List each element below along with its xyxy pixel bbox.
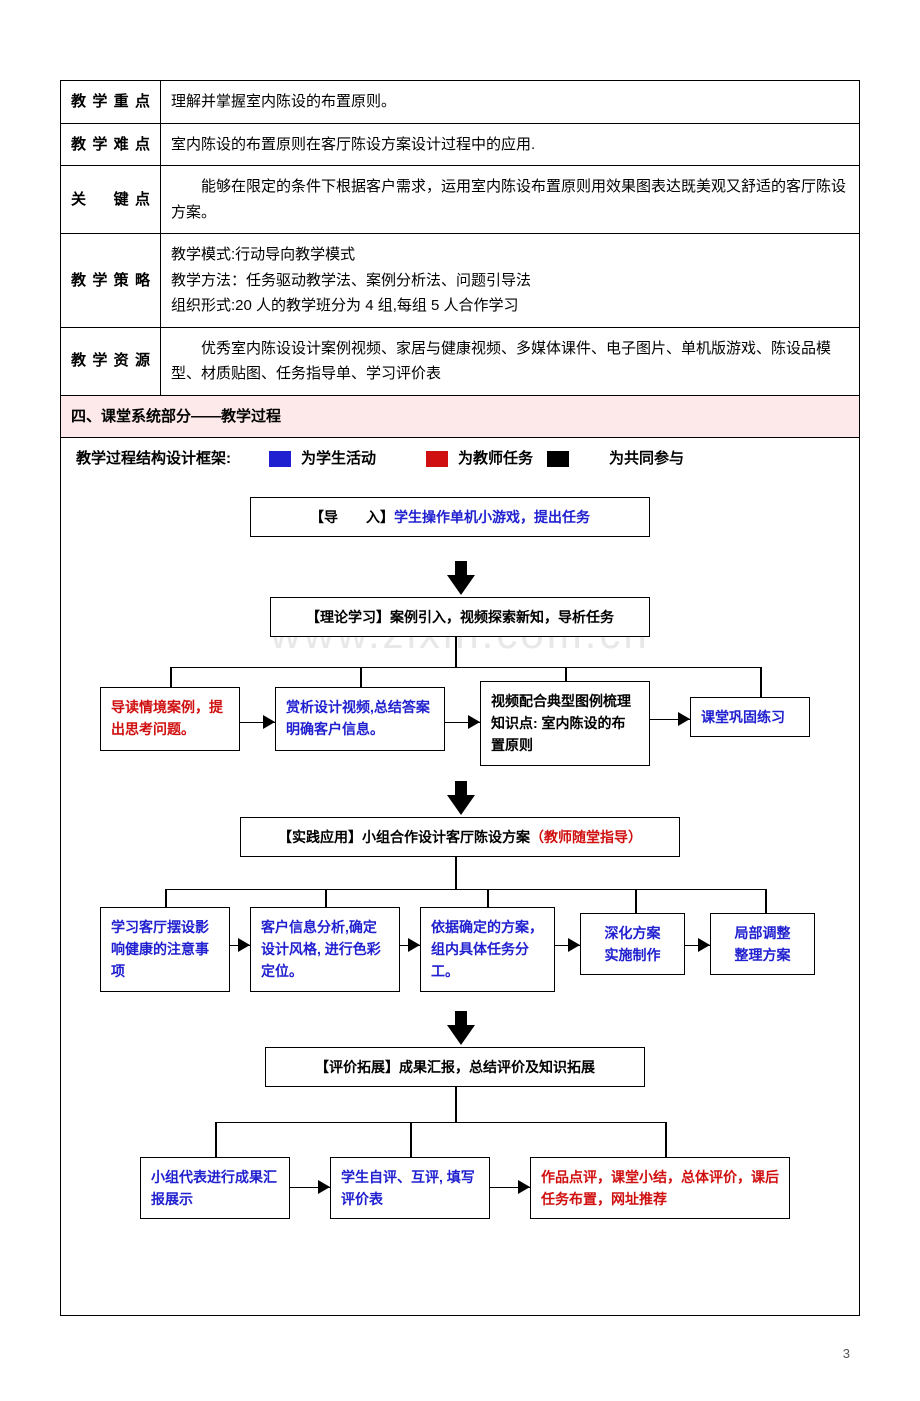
arrow-right-7: [318, 1180, 330, 1194]
arrow-right-0: [263, 715, 275, 729]
arrow-down-2: [447, 1025, 475, 1045]
row-content: 室内陈设的布置原则在客厅陈设方案设计过程中的应用.: [161, 123, 860, 166]
legend-blue-label: 为学生活动: [301, 446, 376, 472]
flow-node-n16: 作品点评，课堂小结，总体评价，课后任务布置，网址推荐: [530, 1157, 790, 1220]
v-line-14: [665, 1122, 667, 1157]
flow-node-n3: 导读情境案例，提出思考问题。: [100, 687, 240, 751]
flow-node-n15: 学生自评、互评, 填写评价表: [330, 1157, 490, 1220]
row-content: 教学模式:行动导向教学模式教学方法：任务驱动教学法、案例分析法、问题引导法组织形…: [161, 234, 860, 328]
v-line-5: [455, 857, 457, 889]
row-label: 关 键点: [61, 166, 161, 234]
flow-node-n4: 赏析设计视频,总结答案明确客户信息。: [275, 687, 445, 751]
v-line-7: [325, 889, 327, 907]
v-line-4: [760, 667, 762, 697]
row-label: 教学重点: [61, 81, 161, 124]
row-content: 优秀室内陈设设计案例视频、家居与健康视频、多媒体课件、电子图片、单机版游戏、陈设…: [161, 327, 860, 395]
flow-node-n8: 学习客厅摆设影响健康的注意事项: [100, 907, 230, 992]
flowchart: 【导 入】学生操作单机小游戏，提出任务【理论学习】案例引入，视频探索新知，导析任…: [80, 497, 840, 1307]
legend-title: 教学过程结构设计框架:: [76, 446, 231, 472]
flow-node-n10: 依据确定的方案，组内具体任务分工。: [420, 907, 555, 992]
section-header: 四、课堂系统部分——教学过程: [61, 395, 860, 438]
legend-black-box: [547, 451, 569, 467]
arrow-right-2: [678, 712, 690, 726]
arrow-down-1: [447, 795, 475, 815]
legend-red-box: [426, 451, 448, 467]
v-line-10: [765, 889, 767, 913]
arrow-right-6: [698, 938, 710, 952]
v-line-1: [170, 667, 172, 687]
legend: 教学过程结构设计框架: 为学生活动 为教师任务 为共同参与: [71, 446, 849, 472]
v-line-13: [410, 1122, 412, 1157]
flow-node-n9: 客户信息分析,确定设计风格, 进行色彩定位。: [250, 907, 400, 992]
flow-node-n12: 局部调整整理方案: [710, 913, 815, 976]
v-line-3: [565, 667, 567, 681]
arrow-right-5: [568, 938, 580, 952]
h-line-9: [215, 1122, 665, 1124]
flow-node-n5: 视频配合典型图例梳理知识点: 室内陈设的布置原则: [480, 681, 650, 766]
arrow-right-8: [518, 1180, 530, 1194]
flowchart-cell: 教学过程结构设计框架: 为学生活动 为教师任务 为共同参与【导 入】学生操作单机小游戏…: [61, 438, 860, 1316]
row-content: 理解并掌握室内陈设的布置原则。: [161, 81, 860, 124]
page-number: 3: [60, 1346, 860, 1361]
flow-node-n6: 课堂巩固练习: [690, 697, 810, 737]
v-line-8: [487, 889, 489, 907]
row-label: 教学策略: [61, 234, 161, 328]
arrow-down-0: [447, 575, 475, 595]
flow-node-n7: 【实践应用】小组合作设计客厅陈设方案（教师随堂指导）: [240, 817, 680, 857]
flow-node-n1: 【导 入】学生操作单机小游戏，提出任务: [250, 497, 650, 537]
flow-node-n11: 深化方案实施制作: [580, 913, 685, 976]
v-line-2: [360, 667, 362, 687]
row-label: 教学难点: [61, 123, 161, 166]
flow-node-n2: 【理论学习】案例引入，视频探索新知，导析任务: [270, 597, 650, 637]
arrow-right-3: [238, 938, 250, 952]
arrow-right-1: [468, 715, 480, 729]
h-line-0: [170, 667, 760, 669]
lesson-table: 教学重点理解并掌握室内陈设的布置原则。教学难点室内陈设的布置原则在客厅陈设方案设…: [60, 80, 860, 1316]
arrow-right-4: [408, 938, 420, 952]
flow-node-n14: 小组代表进行成果汇报展示: [140, 1157, 290, 1220]
v-line-0: [455, 637, 457, 667]
h-line-4: [165, 889, 765, 891]
legend-blue-box: [269, 451, 291, 467]
v-line-6: [165, 889, 167, 907]
legend-black-label: 为共同参与: [609, 446, 684, 472]
flow-node-n13: 【评价拓展】成果汇报，总结评价及知识拓展: [265, 1047, 645, 1087]
row-content: 能够在限定的条件下根据客户需求，运用室内陈设布置原则用效果图表达既美观又舒适的客…: [161, 166, 860, 234]
v-line-9: [635, 889, 637, 913]
legend-red-label: 为教师任务: [458, 446, 533, 472]
v-line-12: [215, 1122, 217, 1157]
row-label: 教学资源: [61, 327, 161, 395]
v-line-11: [455, 1087, 457, 1122]
